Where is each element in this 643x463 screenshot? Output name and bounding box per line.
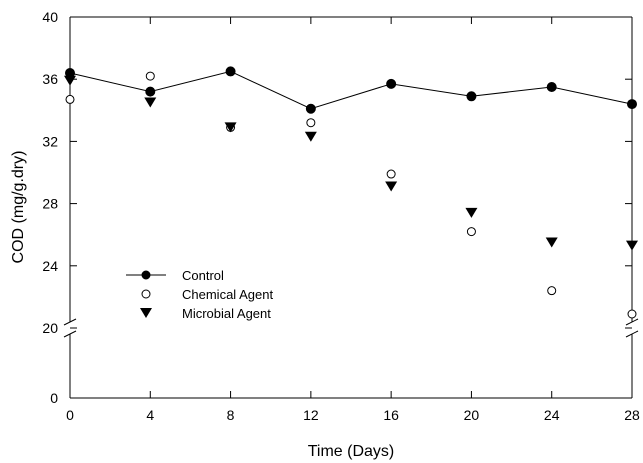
- axis-break-right-1: [625, 318, 639, 326]
- chemical-agent-point: [145, 71, 155, 81]
- x-axis-title: Time (Days): [308, 443, 395, 460]
- chemical-agent-point: [547, 286, 557, 296]
- microbial-agent-point: [304, 131, 317, 142]
- y-tick-label: 36: [42, 71, 58, 87]
- microbial-agent-point: [545, 237, 558, 248]
- y-axis-title: COD (mg/g.dry): [10, 151, 27, 264]
- x-tick-label: 16: [383, 407, 399, 423]
- y-tick-label: 40: [42, 9, 58, 25]
- legend-control-marker: [141, 270, 151, 280]
- legend-microbial-marker: [140, 308, 152, 318]
- microbial-agent-point: [144, 97, 157, 108]
- legend-chemical-label: Chemical Agent: [182, 287, 273, 302]
- y-tick-label: 28: [42, 196, 58, 212]
- axis-break-right-2: [625, 330, 639, 338]
- x-tick-label: 0: [66, 407, 74, 423]
- chemical-agent-point: [627, 309, 637, 319]
- y-tick-label: 0: [50, 390, 58, 406]
- x-tick-label: 24: [544, 407, 560, 423]
- x-tick-label: 8: [227, 407, 235, 423]
- x-axis-ticks: 0 4 8 12 16 20 24 28: [66, 17, 640, 423]
- y-tick-label: 24: [42, 258, 58, 274]
- plot-frame: [63, 16, 639, 399]
- legend-chemical-marker: [141, 289, 151, 299]
- chemical-agent-point: [466, 227, 476, 237]
- microbial-agent-point: [465, 207, 478, 218]
- control-point: [386, 78, 397, 89]
- control-line: [69, 70, 633, 110]
- control-point: [466, 91, 477, 102]
- microbial-agent-point: [626, 240, 638, 251]
- x-tick-label: 20: [464, 407, 480, 423]
- control-point: [145, 86, 156, 97]
- legend: Control Chemical Agent Microbial Agent: [126, 268, 273, 321]
- control-point: [546, 81, 557, 92]
- x-tick-label: 12: [303, 407, 319, 423]
- chemical-agent-point: [386, 169, 396, 179]
- x-tick-label: 28: [624, 407, 640, 423]
- y-tick-label: 32: [42, 133, 58, 149]
- axis-break-left-1: [63, 318, 77, 326]
- x-tick-label: 4: [146, 407, 154, 423]
- chemical-agent-point: [65, 94, 75, 104]
- microbial-agent-point: [385, 181, 398, 192]
- axis-break-left-2: [63, 330, 77, 338]
- control-point: [305, 103, 316, 114]
- microbial-agent-point: [64, 75, 76, 86]
- legend-microbial-label: Microbial Agent: [182, 306, 271, 321]
- series-layer: [64, 66, 638, 319]
- control-point: [225, 66, 236, 77]
- y-axis-ticks: 0 20 24 28 32 36 40: [42, 9, 632, 406]
- chemical-agent-point: [306, 118, 316, 128]
- microbial-agent-point: [224, 122, 237, 133]
- control-point: [627, 99, 637, 110]
- legend-control-label: Control: [182, 268, 224, 283]
- y-tick-label: 20: [42, 320, 58, 336]
